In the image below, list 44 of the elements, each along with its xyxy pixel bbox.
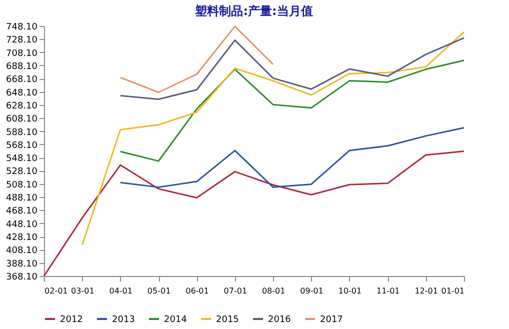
y-tick-label: 568.10 [6,140,38,151]
y-tick-label: 368.10 [6,272,38,282]
x-tick-label: 10-01 [338,286,362,296]
x-tick-label: 01-01 [441,286,464,296]
y-tick-label: 648.10 [6,88,38,98]
line-series [120,60,465,162]
y-tick-label: 428.10 [6,233,38,244]
x-tick-label: 08-01 [262,286,286,296]
y-tick-label: 748.10 [6,22,38,32]
y-tick-label: 468.10 [6,206,38,217]
legend-label: 2017 [320,315,343,325]
legend-label: 2016 [268,315,292,325]
y-tick-label: 608.10 [6,114,38,125]
y-tick-label: 408.10 [6,246,38,256]
y-tick-label: 548.10 [6,154,38,164]
line-series [120,26,274,94]
legend-label: 2013 [112,315,135,325]
y-tick-label: 508.10 [6,180,38,190]
x-tick-label: 05-01 [147,286,171,296]
x-tick-label: 12-01 [414,286,438,296]
y-tick-label: 528.10 [6,167,38,178]
legend-label: 2014 [164,315,188,325]
y-tick-label: 628.10 [6,101,38,112]
line-series [120,37,465,100]
x-tick-label: 03-01 [71,286,94,296]
x-tick-label: 02-01 [44,286,68,296]
x-tick-label: 06-01 [186,286,209,296]
y-tick-label: 688.10 [6,62,38,72]
x-tick-label: 11-01 [376,286,400,296]
x-tick-label: 09-01 [300,286,324,296]
y-tick-label: 708.10 [6,48,38,59]
y-tick-label: 668.10 [6,75,38,86]
y-tick-label: 588.10 [6,128,38,138]
y-tick-label: 448.10 [6,220,38,230]
line-series [120,126,465,188]
y-tick-label: 728.10 [6,36,38,46]
x-tick-label: 07-01 [224,286,248,296]
legend-label: 2012 [60,315,83,325]
chart-title: 塑料制品:产量:当月值 [194,4,313,18]
x-tick-label: 04-01 [109,286,132,296]
legend-label: 2015 [216,315,239,325]
y-tick-label: 488.10 [6,194,38,204]
line-series [81,31,465,246]
y-tick-label: 388.10 [6,259,38,270]
